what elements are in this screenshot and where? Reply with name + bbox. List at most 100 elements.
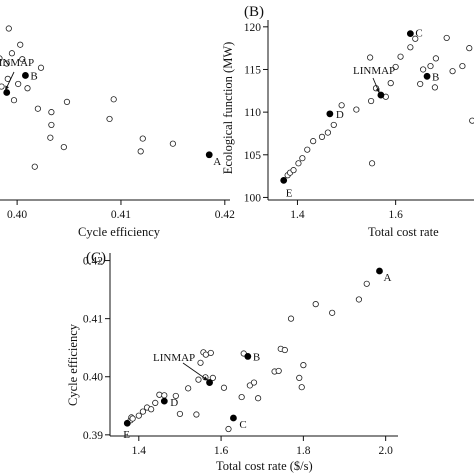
data-point [193, 411, 200, 418]
data-point [367, 97, 375, 105]
data-point [392, 63, 399, 71]
data-point [432, 55, 439, 62]
linmap-label: LINMAP [0, 57, 34, 69]
highlighted-point [326, 110, 334, 118]
data-point [60, 144, 67, 151]
chart-panel-b: 1.4 1.6 100 105 110 115 120 Total cost rate Ecol… [221, 4, 474, 239]
data-point [427, 62, 434, 70]
data-point [318, 133, 326, 140]
data-point [34, 105, 41, 112]
y-tick-label: 120 [244, 22, 262, 34]
highlighted-point [22, 72, 29, 79]
data-point [169, 140, 176, 147]
y-tick-label: 115 [244, 64, 261, 76]
data-point [250, 379, 258, 386]
data-point [139, 135, 146, 142]
data-point [300, 362, 307, 369]
x-tick-label: 1.8 [296, 445, 311, 457]
point-label-c: C [239, 419, 246, 431]
data-point [152, 399, 159, 406]
point-label-b: B [432, 71, 439, 83]
linmap-label: LINMAP [153, 352, 195, 364]
data-point [417, 80, 424, 88]
data-point [407, 44, 414, 51]
data-point [295, 160, 302, 167]
data-point [367, 54, 374, 61]
data-point [324, 129, 331, 136]
chart-panel-c: 1.4 1.6 1.8 2.0 0.39 0.40 0.41 0.42 Total cost r… [66, 250, 398, 473]
data-point [24, 85, 31, 92]
linmap-arrowhead [375, 88, 380, 94]
data-point [197, 359, 204, 366]
point-label-c: C [415, 28, 422, 40]
highlighted-point [205, 151, 213, 159]
data-point [31, 163, 38, 170]
data-point [5, 25, 12, 32]
data-point [10, 97, 18, 104]
data-point [368, 160, 376, 167]
data-point [176, 410, 184, 418]
data-point [63, 98, 71, 105]
data-point [139, 408, 147, 415]
data-point [19, 56, 26, 63]
data-point [443, 34, 450, 42]
data-point [329, 309, 336, 316]
x-axis-label: Cycle efficiency [78, 225, 161, 239]
data-point [312, 301, 319, 308]
panel-label: (C) [86, 250, 106, 266]
y-tick-label: 0.39 [83, 430, 103, 442]
data-point [48, 109, 55, 116]
linmap-arrowhead [5, 85, 9, 91]
data-point [290, 167, 297, 174]
data-point [195, 376, 202, 383]
data-point [135, 412, 142, 419]
panel-label: (B) [244, 4, 264, 20]
data-point [8, 50, 16, 57]
data-point [15, 80, 22, 88]
data-point [137, 148, 144, 155]
data-point [110, 96, 117, 103]
data-point [449, 68, 456, 75]
data-point [298, 384, 305, 391]
data-point [0, 55, 3, 62]
highlighted-point [160, 397, 168, 405]
highlighted-point [123, 419, 131, 427]
data-point [353, 106, 360, 113]
data-point [148, 406, 155, 413]
point-label-a: A [213, 156, 221, 168]
highlighted-point [206, 379, 213, 386]
highlighted-point [3, 89, 11, 96]
data-point [246, 382, 253, 389]
x-tick-label: 1.4 [132, 445, 147, 457]
point-label-a: A [383, 272, 391, 284]
data-point [287, 315, 295, 322]
y-tick-label: 105 [244, 150, 262, 162]
x-axis-label: Total cost rate ($/s) [216, 459, 313, 473]
y-tick-label: 100 [244, 192, 262, 204]
y-axis-label: Cycle efficiency [66, 323, 80, 406]
highlighted-point [406, 30, 414, 38]
data-point [47, 134, 54, 141]
x-tick-label: 0.40 [7, 209, 27, 221]
point-label-b: B [30, 70, 37, 82]
data-point [17, 41, 24, 48]
x-tick-label: 1.4 [290, 209, 305, 221]
y-tick-label: 0.41 [83, 314, 103, 326]
data-point [238, 393, 245, 401]
data-point [412, 35, 419, 42]
data-point [37, 64, 45, 71]
data-point [220, 384, 228, 391]
data-point [330, 121, 337, 129]
data-point [459, 62, 466, 70]
data-point [304, 146, 311, 153]
data-point [185, 385, 192, 392]
x-tick-label: 1.6 [214, 445, 229, 457]
point-label-b: B [253, 351, 260, 363]
data-point [129, 415, 136, 422]
highlighted-point [376, 267, 383, 275]
highlighted-point [423, 72, 431, 80]
x-tick-label: 1.6 [388, 209, 403, 221]
data-point [466, 45, 473, 52]
data-point [296, 374, 303, 382]
x-tick-label: 0.41 [111, 209, 131, 221]
